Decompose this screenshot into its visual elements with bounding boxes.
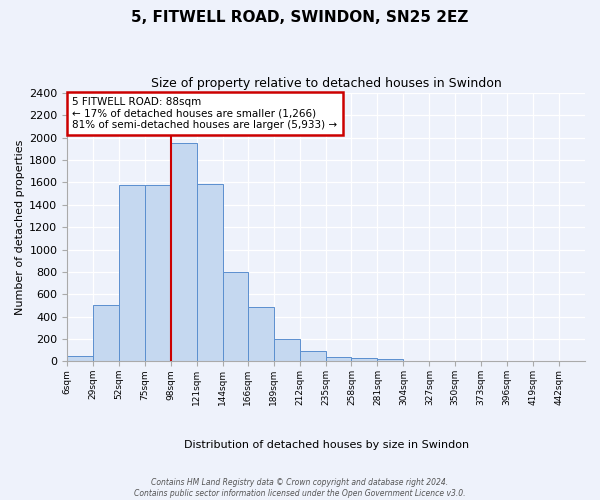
Bar (145, 184, 171, 362)
Bar (67, 356, 93, 362)
Text: 5, FITWELL ROAD, SWINDON, SN25 2EZ: 5, FITWELL ROAD, SWINDON, SN25 2EZ (131, 10, 469, 25)
Bar (119, 184, 145, 362)
Bar (274, 340, 299, 361)
Bar (248, 306, 274, 362)
Y-axis label: Number of detached properties: Number of detached properties (15, 140, 25, 315)
Bar (352, 358, 377, 362)
Bar (481, 360, 507, 362)
Bar (455, 360, 481, 362)
Bar (93, 306, 119, 362)
Text: Contains HM Land Registry data © Crown copyright and database right 2024.
Contai: Contains HM Land Registry data © Crown c… (134, 478, 466, 498)
Bar (403, 360, 430, 362)
Title: Size of property relative to detached houses in Swindon: Size of property relative to detached ho… (151, 78, 502, 90)
Text: 5 FITWELL ROAD: 88sqm
← 17% of detached houses are smaller (1,266)
81% of semi-d: 5 FITWELL ROAD: 88sqm ← 17% of detached … (73, 97, 337, 130)
Bar (326, 358, 352, 362)
Bar (197, 184, 223, 362)
Bar (171, 144, 197, 362)
X-axis label: Distribution of detached houses by size in Swindon: Distribution of detached houses by size … (184, 440, 469, 450)
Bar (377, 359, 403, 362)
Bar (430, 360, 455, 362)
Bar (507, 360, 533, 362)
Bar (299, 351, 326, 362)
Bar (533, 360, 559, 362)
Bar (223, 272, 248, 362)
